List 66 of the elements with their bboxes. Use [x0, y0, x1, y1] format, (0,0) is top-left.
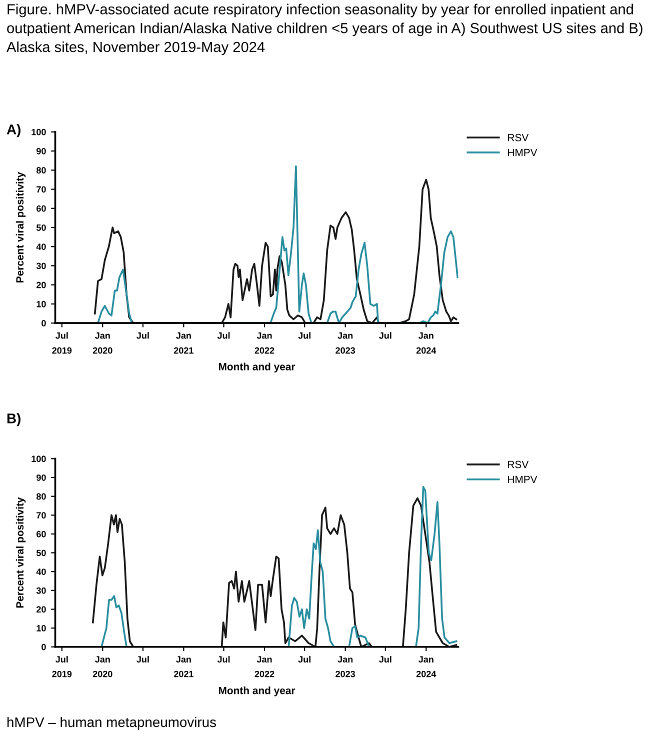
x-tick-label: Jul — [379, 332, 392, 339]
x-tick-label: Jan — [94, 656, 110, 663]
x-tick-label: Jul — [217, 656, 230, 663]
y-tick-label: 30 — [36, 587, 46, 594]
y-tick-label: 100 — [32, 456, 46, 462]
y-tick-label: 100 — [32, 128, 46, 136]
x-tick-label: Jan — [418, 656, 434, 663]
x-tick-label: Jan — [256, 332, 272, 339]
y-tick-label: 50 — [36, 550, 46, 556]
x2-tick-label: 2021 — [174, 347, 194, 354]
x2-tick-label: 2020 — [92, 670, 112, 678]
x2-tick-label: 2019 — [52, 670, 72, 678]
y-tick-label: 80 — [36, 493, 46, 500]
y-tick-label: 10 — [36, 300, 46, 308]
x-tick-label: Jul — [56, 332, 68, 339]
y-tick-label: 40 — [36, 568, 46, 575]
x2-tick-label: 2023 — [336, 347, 356, 354]
x-tick-label: Jan — [176, 332, 191, 339]
x-tick-label: Jan — [176, 656, 191, 663]
chart-subtitle: A) — [6, 124, 20, 138]
text: hMPV – human metapneumovirus — [7, 716, 216, 730]
x-tick-label: Jul — [136, 656, 149, 663]
y-tick-label: 50 — [36, 224, 46, 231]
y-tick-label: 0 — [42, 644, 46, 650]
chart-title: Figure. hMPV-associated acute respiratory infection seasonality by year for enrolled inpatient and outpatient American Indian/Alaska Native children <5 years of age in A) Southwest US sites and B) Alaska sites, November 2019-May 2024 — [6, 4, 642, 56]
x2-tick-label: 2022 — [254, 670, 274, 678]
y-tick-label: 60 — [36, 530, 46, 538]
x-axis-title: Month and year — [218, 686, 296, 696]
x-tick-label: Jan — [338, 332, 353, 339]
x2-tick-label: 2022 — [254, 347, 274, 354]
x-tick-label: Jul — [298, 656, 310, 663]
y-tick-label: 40 — [36, 244, 46, 250]
legend-label: HMPV — [508, 476, 538, 483]
x-tick-label: Jan — [418, 332, 434, 339]
x-tick-label: Jul — [217, 332, 230, 339]
x-tick-label: Jul — [298, 332, 310, 339]
x-tick-label: Jul — [379, 656, 392, 663]
y-tick-label: 20 — [36, 606, 46, 613]
x-tick-label: Jul — [136, 332, 149, 339]
y-axis-title: Percent viral positivity — [16, 172, 26, 282]
chart-subtitle: B) — [7, 413, 20, 426]
x-axis-title: Month and year — [218, 362, 296, 372]
legend-label: RSV — [508, 134, 529, 142]
y-tick-label: 70 — [36, 512, 46, 519]
y-axis-title: Percent viral positivity — [16, 497, 26, 608]
y-tick-label: 30 — [36, 262, 46, 270]
x-tick-label: Jan — [256, 656, 272, 663]
legend-label: HMPV — [508, 148, 538, 156]
x2-tick-label: 2024 — [416, 670, 436, 678]
y-tick-label: 90 — [36, 148, 46, 154]
y-tick-label: 80 — [36, 167, 46, 174]
x2-tick-label: 2023 — [336, 670, 356, 678]
x-tick-label: Jan — [338, 656, 353, 663]
x-tick-label: Jul — [56, 656, 68, 663]
y-tick-label: 20 — [36, 282, 46, 288]
x2-tick-label: 2024 — [416, 347, 436, 354]
y-tick-label: 70 — [36, 186, 46, 193]
y-tick-label: 10 — [36, 625, 46, 632]
y-tick-label: 0 — [42, 320, 46, 326]
x-tick-label: Jan — [94, 332, 110, 339]
y-tick-label: 60 — [36, 205, 46, 212]
x2-tick-label: 2021 — [174, 670, 194, 678]
legend-label: RSV — [508, 460, 529, 468]
y-tick-label: 90 — [36, 474, 46, 481]
x2-tick-label: 2020 — [92, 347, 112, 354]
x2-tick-label: 2019 — [52, 347, 72, 354]
